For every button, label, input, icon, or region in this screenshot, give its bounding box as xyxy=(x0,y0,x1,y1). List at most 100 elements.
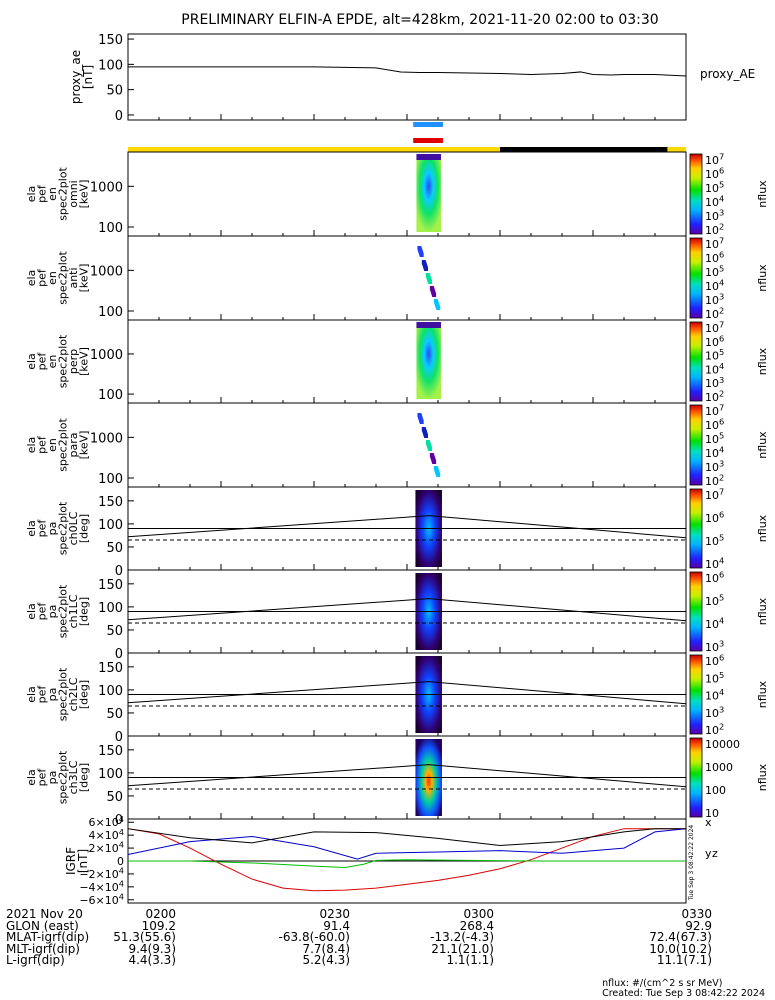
footer-row: 2021 Nov 20 0200 0230 0300 0330 xyxy=(6,907,766,921)
colorbar-label: 105 xyxy=(705,347,724,362)
y-tick-label: 150 xyxy=(98,495,123,510)
footer-cell: 0230 xyxy=(319,907,350,921)
colorbar-label: 103 xyxy=(705,208,724,223)
colorbar-label: 105 xyxy=(705,593,724,608)
footer-cell: 0330 xyxy=(681,907,712,921)
proxy-ae-line xyxy=(128,66,687,77)
colorbar xyxy=(689,488,703,569)
proxy-ae-tick-label: 0 xyxy=(115,109,123,124)
spectrogram-region xyxy=(416,156,441,232)
spectrogram-pixel xyxy=(432,460,437,464)
igrf-tick-label: 2×104 xyxy=(89,840,124,855)
igrf-tick-label: 6×104 xyxy=(89,814,124,829)
spectrogram-pixel xyxy=(424,267,429,271)
footer-cell: 51.3(55.6) xyxy=(113,930,176,944)
panel-pa_ch3LC: 150 100 50 0 elapefpaspec2plotch3LC[deg] 1000… xyxy=(25,735,769,828)
footer-cell: 9.4(9.3) xyxy=(128,941,176,956)
panel-pa_ch0LC: 150 100 50 0 elapefpaspec2plotch0LC[deg] 107 1… xyxy=(25,486,769,579)
panel-en_perp: 1000100elapefenspec2plotperp[keV]1071061… xyxy=(25,319,769,404)
colorbar-label: 103 xyxy=(705,292,724,307)
created-line: Created: Tue Sep 3 08:42:22 2024 xyxy=(602,988,765,999)
colorbar-title: nflux xyxy=(756,264,769,292)
panel-en_para: 1000100elapefenspec2plotpara[keV]1071061… xyxy=(25,402,769,488)
colorbar-label: 10 xyxy=(705,807,719,820)
footer-cell: 5.2(4.3) xyxy=(302,953,350,967)
panel-ylabel: elapefenspec2plotperp[keV] xyxy=(25,334,91,388)
colorbar-label: 105 xyxy=(705,670,724,685)
colorbar xyxy=(689,737,703,818)
side-timestamp: Tue Sep 3 08:42:22 2024 xyxy=(688,825,695,901)
sunlit-bar xyxy=(128,147,686,152)
y-tick-label: 100 xyxy=(98,684,123,699)
panel-axes xyxy=(127,235,687,321)
antiloss-cone-line xyxy=(127,515,687,539)
footer-row: L-igrf(dip) 4.4(3.3) 5.2(4.3) 1.1(1.1) 11.1(… xyxy=(6,953,766,967)
y-tick-label: 1000 xyxy=(90,348,123,363)
footer-cell: 72.4(67.3) xyxy=(649,930,712,944)
colorbar-label: 104 xyxy=(705,445,724,460)
colorbar-label: 102 xyxy=(705,473,724,488)
igrf-ylabel: IGRF[nT] xyxy=(64,847,90,875)
colorbar-label: 107 xyxy=(705,152,724,167)
panel-ylabel: elapefpaspec2plotch1LC[deg] xyxy=(25,584,91,638)
igrf-component-label: x xyxy=(705,816,712,829)
footer-row-label: MLT-igrf(dip) xyxy=(6,941,80,956)
colorbar-label: 104 xyxy=(705,616,724,631)
spectrogram-pixel xyxy=(432,293,437,297)
proxy-ae-legend: proxy_AE xyxy=(700,67,755,81)
colorbar-label: 103 xyxy=(705,375,724,390)
footer-cell: 92.9 xyxy=(685,918,712,933)
y-tick-label: 1000 xyxy=(90,180,123,195)
y-tick-label: 50 xyxy=(106,624,123,639)
colorbar-label: 105 xyxy=(705,180,724,195)
spectrogram-pixel xyxy=(419,253,424,257)
igrf-tick-label: 0 xyxy=(117,855,124,868)
footer-row: MLT-igrf(dip) 9.4(9.3) 7.7(8.4) 21.1(21.0) 1… xyxy=(6,941,766,956)
colorbar-title: nflux xyxy=(756,514,769,542)
y-tick-label: 100 xyxy=(98,767,123,782)
panel-axes xyxy=(127,151,687,237)
spectrogram-pixel xyxy=(428,447,433,451)
y-tick-label: 100 xyxy=(98,221,123,236)
colorbar-label: 106 xyxy=(705,510,724,525)
colorbar-label: 103 xyxy=(705,639,724,654)
colorbar xyxy=(689,153,703,235)
colorbar-label: 104 xyxy=(705,194,724,209)
colorbar-label: 106 xyxy=(705,570,724,585)
y-tick-label: 1000 xyxy=(90,264,123,279)
panel-ylabel: elapefpaspec2plotch3LC[deg] xyxy=(25,750,91,804)
y-tick-label: 100 xyxy=(98,472,123,487)
colorbar-title: nflux xyxy=(756,680,769,708)
panel-en_anti: 1000100elapefenspec2plotanti[keV]1071061… xyxy=(25,235,769,321)
panel-ylabel: elapefpaspec2plotch0LC[deg] xyxy=(25,501,91,555)
y-tick-label: 0 xyxy=(115,564,123,579)
spectrogram-top-edge xyxy=(416,322,441,328)
footer-cell: 4.4(3.3) xyxy=(128,953,176,967)
colorbar-label: 107 xyxy=(705,320,724,335)
colorbar-label: 104 xyxy=(705,687,724,702)
colorbar-label: 103 xyxy=(705,704,724,719)
colorbar xyxy=(689,571,703,652)
colorbar-label: 10000 xyxy=(705,738,740,751)
footer-row-label: GLON (east) xyxy=(6,918,79,933)
panel-ylabel: elapefenspec2plotpara[keV] xyxy=(25,418,91,472)
figure-title: PRELIMINARY ELFIN-A EPDE, alt=428km, 202… xyxy=(181,12,658,28)
igrf-series-total xyxy=(127,828,686,846)
colorbar-label: 1000 xyxy=(705,761,733,774)
colorbar-title: nflux xyxy=(756,597,769,625)
footer-cell: 7.7(8.4) xyxy=(302,941,350,956)
spectrogram-pixel xyxy=(436,306,441,310)
y-tick-label: 50 xyxy=(106,790,123,805)
colorbar-label: 106 xyxy=(705,333,724,348)
y-tick-label: 150 xyxy=(98,578,123,593)
y-tick-label: 0 xyxy=(115,730,123,745)
igrf-component-label: y xyxy=(705,847,712,860)
y-tick-label: 150 xyxy=(98,661,123,676)
igrf-tick-label: −4×104 xyxy=(79,878,124,893)
footer-row-label: MLAT-igrf(dip) xyxy=(6,930,90,944)
colorbar-title: nflux xyxy=(756,347,769,375)
panel-igrf: 6×1044×1042×1040−2×104−4×104−6×104IGRF[n… xyxy=(64,814,718,907)
panel-pa_ch2LC: 150 100 50 0 elapefpaspec2plotch2LC[deg] 106 1… xyxy=(25,652,769,745)
